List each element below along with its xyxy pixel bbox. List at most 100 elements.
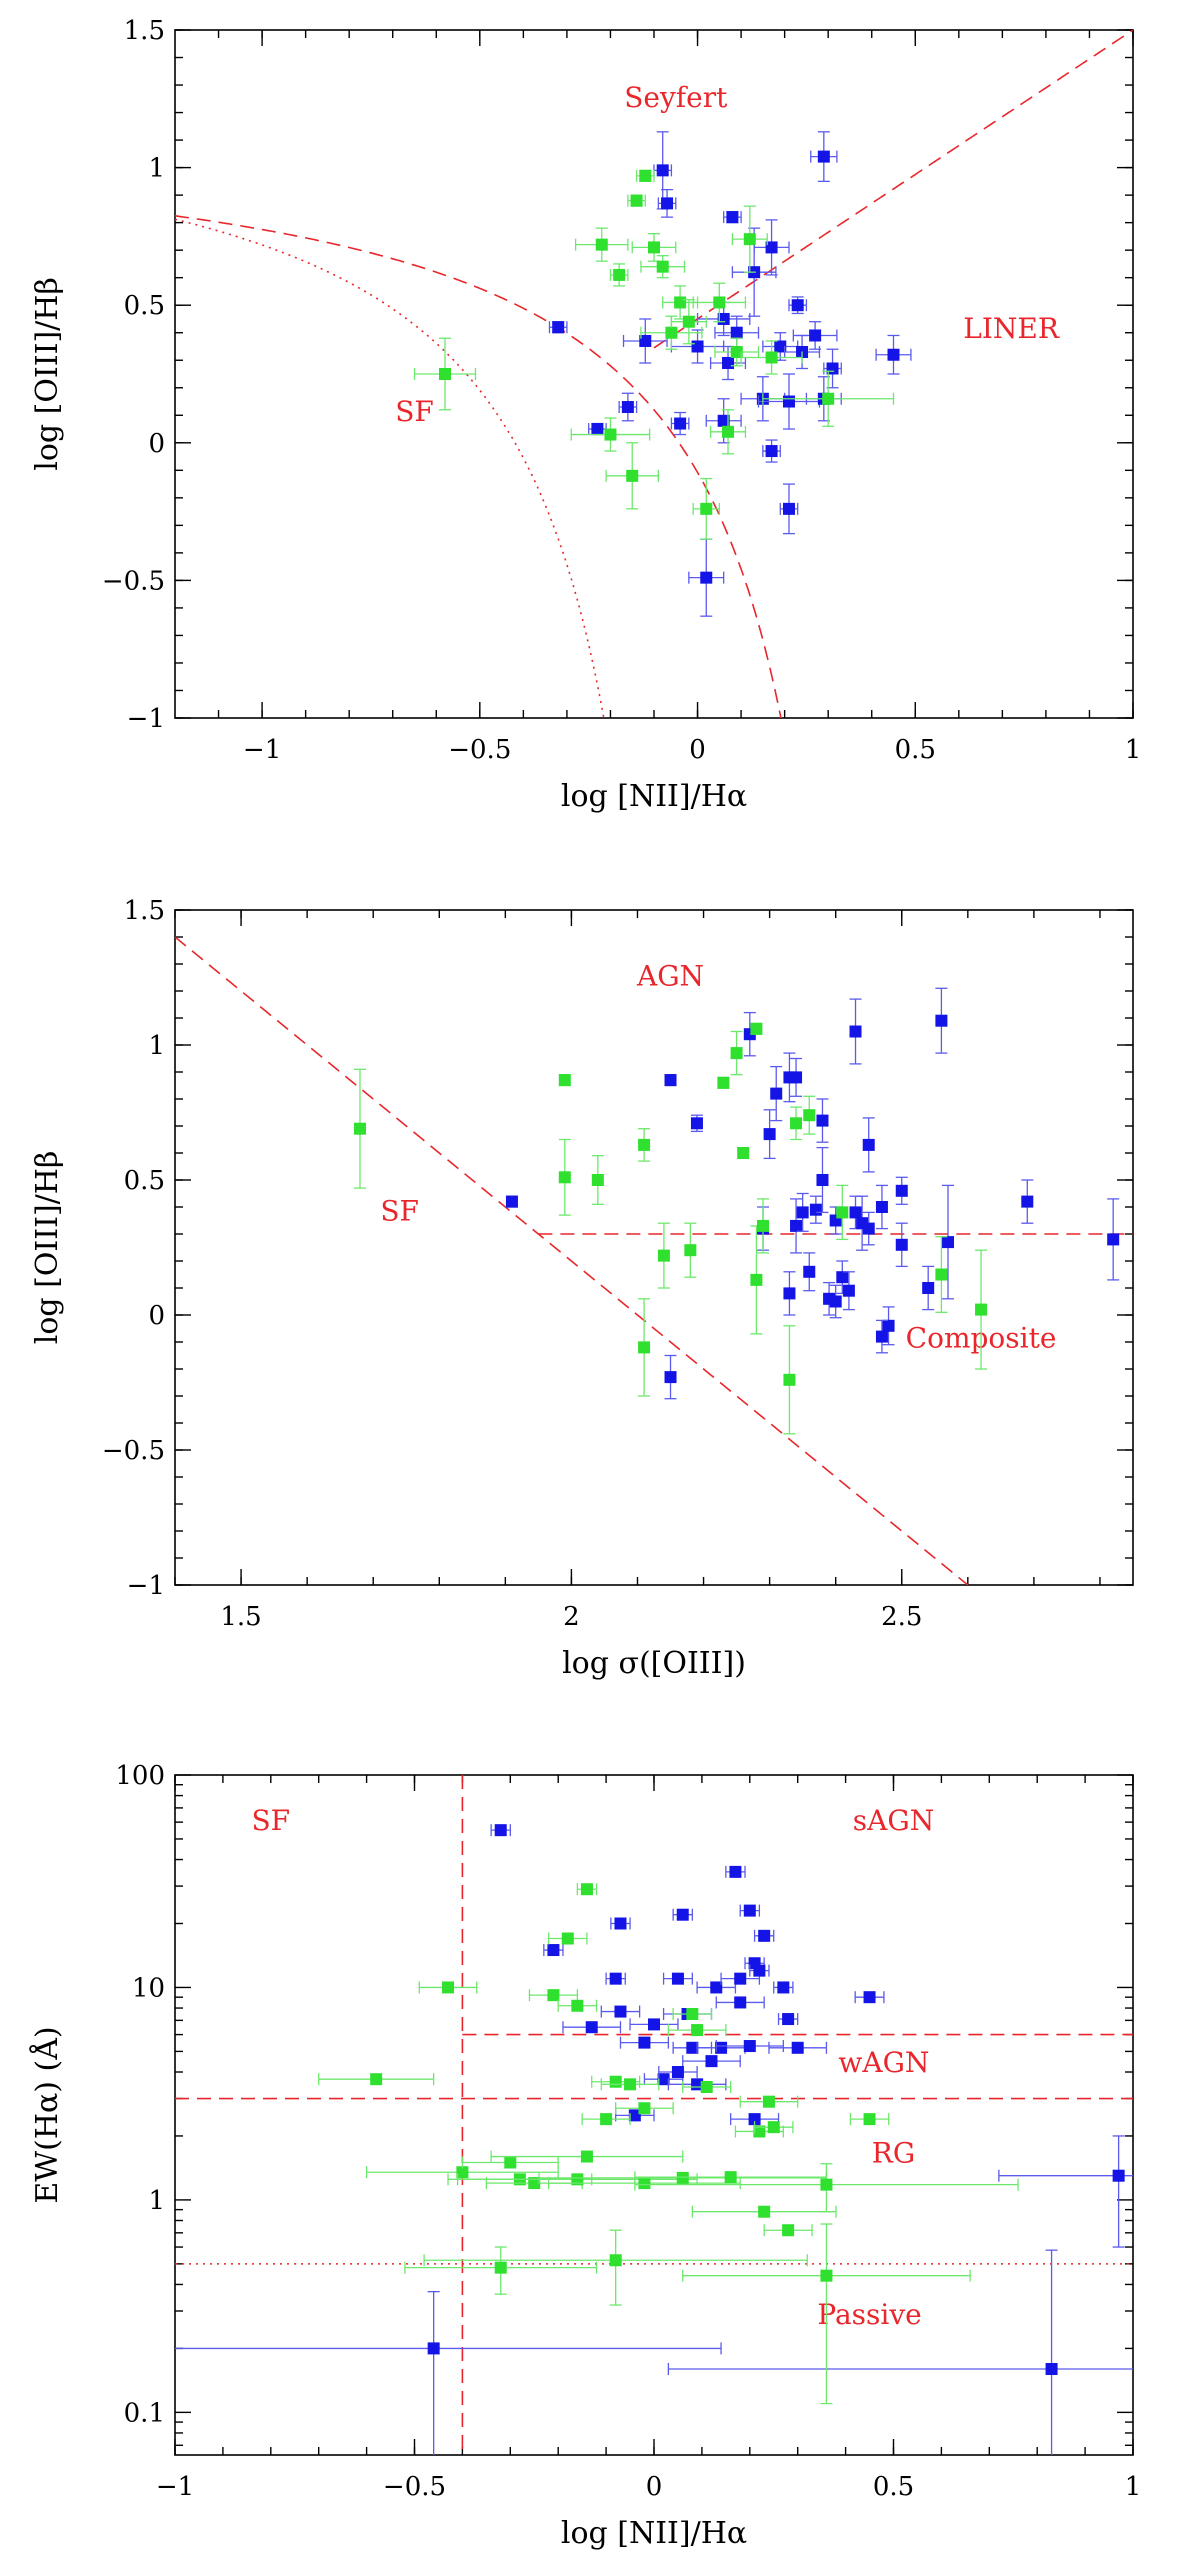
blue-point <box>667 2078 727 2091</box>
y-tick-label: −1 <box>127 1571 165 1601</box>
green-point <box>635 169 655 183</box>
green-point <box>717 1076 730 1089</box>
green-point <box>558 1138 571 1216</box>
y-tick-label: 100 <box>115 1761 165 1791</box>
green-point <box>353 1068 366 1189</box>
y-tick-label: 10 <box>132 1973 165 2003</box>
blue-point <box>753 219 790 276</box>
blue-point <box>875 1184 888 1230</box>
x-tick-label: −1 <box>156 2472 194 2502</box>
blue-point <box>600 2005 641 2018</box>
blue-point <box>653 131 673 210</box>
blue-point <box>562 2021 622 2034</box>
sf-label: SF <box>395 395 434 428</box>
blue-point <box>836 1260 849 1295</box>
blue-point <box>723 210 742 224</box>
wagn-label: wAGN <box>838 2046 929 2079</box>
green-point <box>684 1222 697 1278</box>
green-point <box>631 232 677 262</box>
y-axis-label: log [OIII]/Hβ <box>30 277 65 471</box>
blue-point <box>690 1114 703 1133</box>
blue-point <box>729 2113 780 2126</box>
x-tick-label: 2 <box>563 1602 580 1632</box>
green-point <box>783 1325 796 1435</box>
blue-point <box>763 1109 776 1160</box>
x-tick-label: 1 <box>1125 735 1142 765</box>
plot-frame <box>174 29 1134 719</box>
blue-point <box>622 318 668 364</box>
blue-point <box>175 2291 722 2455</box>
blue-point <box>895 1222 908 1268</box>
blue-point <box>854 1991 885 2004</box>
green-point <box>570 417 651 452</box>
rg-label: RG <box>872 2137 915 2170</box>
blue-point <box>664 1074 677 1087</box>
x-tick-label: 2.5 <box>881 1602 922 1632</box>
green-point <box>667 2024 727 2037</box>
green-point <box>574 227 629 262</box>
x-tick-label: 0.5 <box>873 2472 914 2502</box>
blue-point <box>619 2036 670 2049</box>
green-point <box>714 337 760 367</box>
kauffmann-line <box>175 218 605 718</box>
blue-point <box>942 1184 955 1300</box>
demarcation-lines <box>175 1775 1133 2455</box>
blue-point <box>875 1319 888 1354</box>
y-tick-label: 0 <box>148 429 165 459</box>
panel-bpt-nii: −1 −0.5 0 0.5 1 −1 −0.5 0 0.5 1 1.5 log [NII]/Hα log… <box>30 16 1141 814</box>
green-point <box>682 2223 971 2405</box>
blue-point <box>743 1011 756 1057</box>
blue-point <box>842 1271 855 1311</box>
blue-point <box>753 1929 775 1942</box>
blue-point <box>816 1146 829 1214</box>
blue-point <box>792 321 838 350</box>
blue-point <box>849 998 862 1065</box>
green-point <box>657 1222 670 1289</box>
y-tick-label: 1 <box>148 154 165 184</box>
green-point <box>490 2150 684 2163</box>
blue-point <box>1107 1198 1120 1281</box>
blue-point <box>823 348 842 389</box>
green-point <box>640 255 686 279</box>
blue-point <box>783 1271 796 1316</box>
sagn-label: sAGN <box>853 1804 934 1837</box>
sf-label: SF <box>251 1804 290 1837</box>
blue-point <box>998 2135 1133 2248</box>
green-point <box>662 285 699 320</box>
green-point <box>740 340 803 375</box>
blue-point <box>1021 1179 1034 1224</box>
green-point <box>762 370 895 427</box>
blue-point <box>610 1917 631 1930</box>
blue-point <box>777 2013 799 2026</box>
blue-point <box>790 1198 803 1254</box>
green-point <box>640 315 703 350</box>
blue-point <box>490 1824 511 1837</box>
blue-point <box>768 2041 828 2054</box>
blue-point <box>588 422 607 436</box>
blue-point <box>829 1284 842 1319</box>
y-axis-label: log [OIII]/Hβ <box>30 1151 65 1345</box>
y-tick-label: 1 <box>148 2186 165 2216</box>
y-tick-label: 0 <box>148 1301 165 1331</box>
panel-oiii-sigma: 1.5 2 2.5 −1 −0.5 0 0.5 1 1.5 log σ([OIII]) log [O… <box>30 896 1134 1681</box>
green-point <box>627 194 646 207</box>
x-axis-label: log [NII]/Hα <box>561 779 747 814</box>
y-tick-label: 1.5 <box>124 896 165 926</box>
blue-point <box>779 483 799 535</box>
blue-point <box>658 2066 698 2079</box>
green-point <box>672 2008 713 2021</box>
blue-point <box>643 2073 684 2086</box>
blue-point <box>672 1908 693 1921</box>
sf-agn-diagonal <box>175 936 969 1585</box>
blue-point <box>796 1192 809 1232</box>
demarcation-lines <box>175 936 1133 1585</box>
blue-point <box>618 392 638 422</box>
y-tick-label: 0.5 <box>124 291 165 321</box>
green-point <box>461 2156 559 2169</box>
panel-whan: −1 −0.5 0 0.5 1 0.1 1 10 100 log [NII]/Hα EW(Hα) (… <box>29 1761 1141 2551</box>
green-point <box>790 1106 803 1141</box>
green-point <box>558 1074 571 1087</box>
green-point <box>709 409 747 455</box>
seyfert-liner-line <box>653 30 1133 349</box>
blue-point <box>715 1996 765 2009</box>
